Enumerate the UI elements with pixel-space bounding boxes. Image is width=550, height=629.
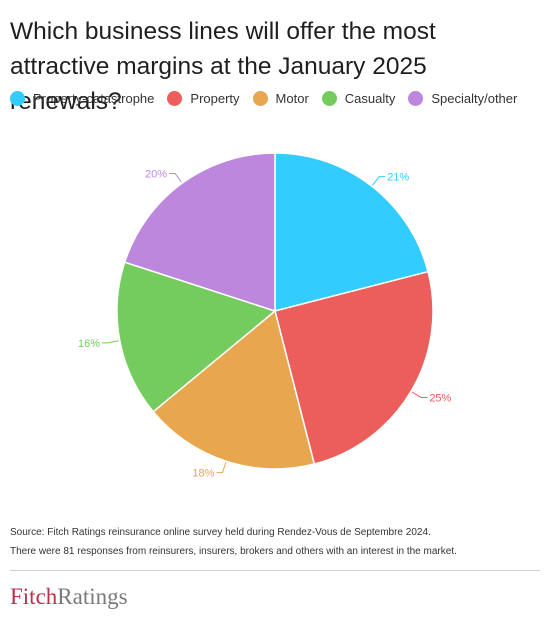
legend-item-casualty[interactable]: Casualty (321, 91, 396, 106)
legend-item-motor[interactable]: Motor (252, 91, 309, 106)
legend-swatch (10, 91, 25, 106)
chart-title: Which business lines will offer the most… (10, 18, 436, 115)
pie-slices (116, 152, 434, 470)
data-label-leader (411, 391, 428, 399)
data-label-leader (169, 172, 182, 183)
pie-slice-casualty[interactable] (116, 261, 277, 413)
pie-slice-specialty-other[interactable] (123, 152, 276, 313)
pie-slice-motor[interactable] (152, 309, 316, 470)
legend-swatch (167, 91, 183, 106)
pie-slice-property[interactable] (274, 270, 434, 465)
legend-item-property-catastrophe[interactable]: Property-catastrophe (10, 91, 154, 106)
legend-label: Property (190, 91, 240, 106)
sample-note: There were 81 responses from reinsurers,… (10, 546, 457, 557)
legend-item-specialty-other[interactable]: Specialty/other (408, 91, 517, 106)
data-label-leader (216, 462, 227, 474)
logo-fitch: Fitch (10, 584, 58, 609)
legend-swatch (408, 91, 424, 106)
legend-swatch (321, 91, 337, 106)
chart-legend: Property-catastrophe Property Motor Casu… (10, 91, 530, 106)
data-label: 20% (145, 168, 167, 180)
data-label: 21% (387, 172, 409, 184)
pie-chart: 21% 25% 18% 16% 20% (78, 152, 452, 480)
legend-label: Motor (275, 91, 309, 106)
footer-divider (10, 570, 540, 571)
pie-data-labels: 21% 25% 18% 16% 20% (78, 168, 452, 479)
data-label-leader (372, 176, 386, 186)
legend-swatch (252, 91, 268, 106)
legend-label: Specialty/other (431, 91, 518, 106)
source-note: Source: Fitch Ratings reinsurance online… (10, 527, 431, 538)
fitch-ratings-logo: FitchRatings (10, 584, 128, 610)
data-label: 18% (192, 468, 214, 480)
data-label: 25% (429, 393, 451, 405)
legend-label: Property-catastrophe (33, 91, 155, 106)
logo-ratings: Ratings (57, 584, 128, 609)
legend-item-property[interactable]: Property (167, 91, 240, 106)
data-label-leader (102, 340, 119, 344)
pie-slice-property-catastrophe[interactable] (274, 152, 429, 312)
legend-label: Casualty (344, 91, 396, 106)
data-label: 16% (78, 338, 100, 350)
